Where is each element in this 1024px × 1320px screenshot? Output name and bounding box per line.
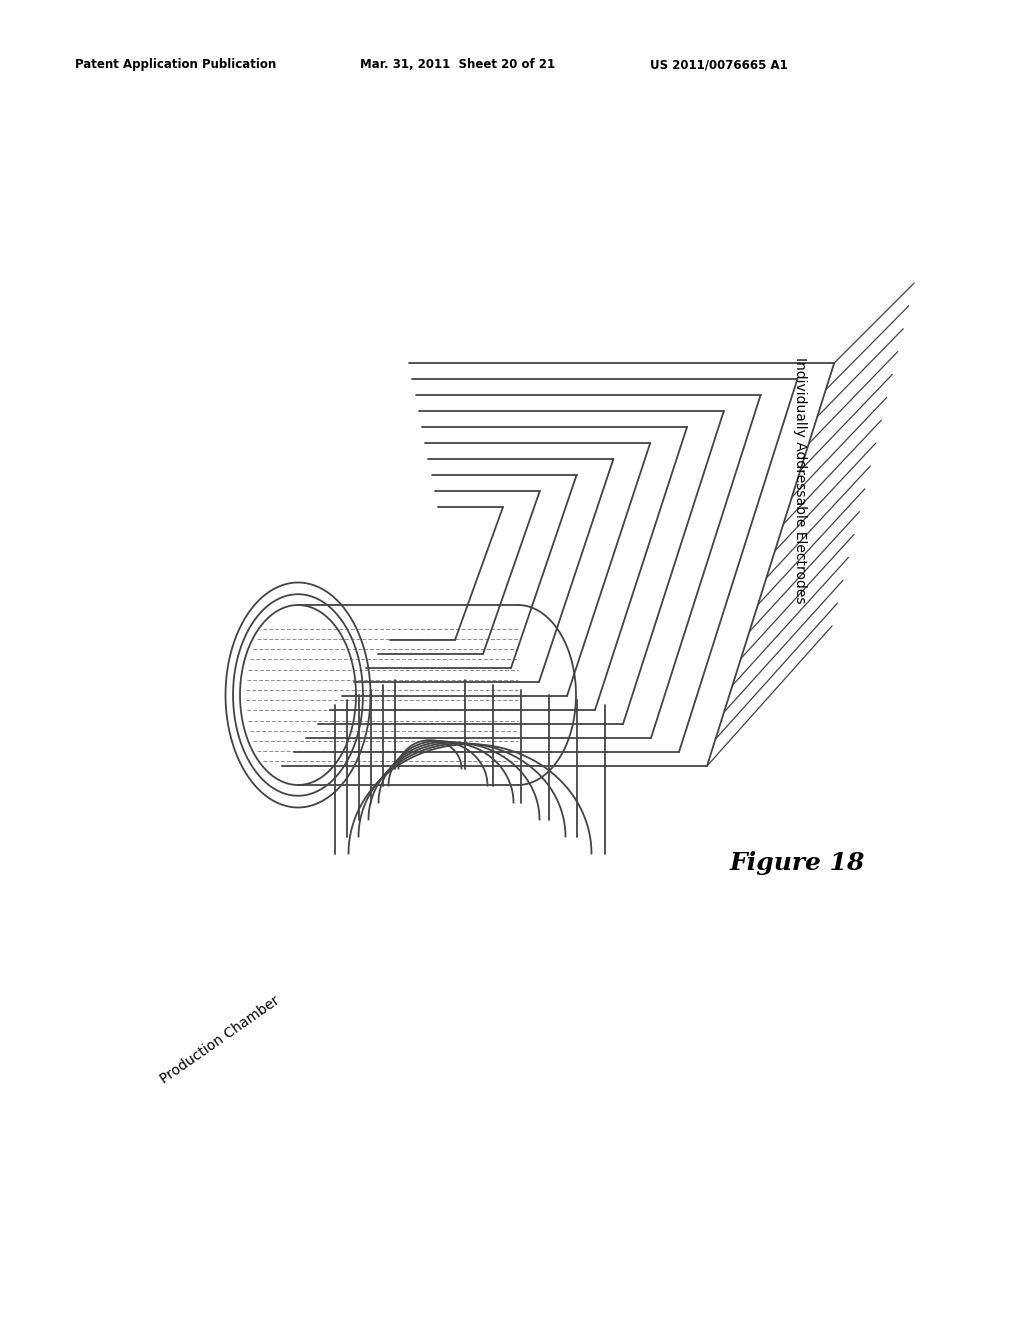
Text: Individually Addressable Electrodes: Individually Addressable Electrodes xyxy=(793,356,807,603)
Text: US 2011/0076665 A1: US 2011/0076665 A1 xyxy=(650,58,787,71)
Text: Patent Application Publication: Patent Application Publication xyxy=(75,58,276,71)
Text: Figure 18: Figure 18 xyxy=(730,851,865,875)
Text: Mar. 31, 2011  Sheet 20 of 21: Mar. 31, 2011 Sheet 20 of 21 xyxy=(360,58,555,71)
Text: Production Chamber: Production Chamber xyxy=(158,994,283,1086)
